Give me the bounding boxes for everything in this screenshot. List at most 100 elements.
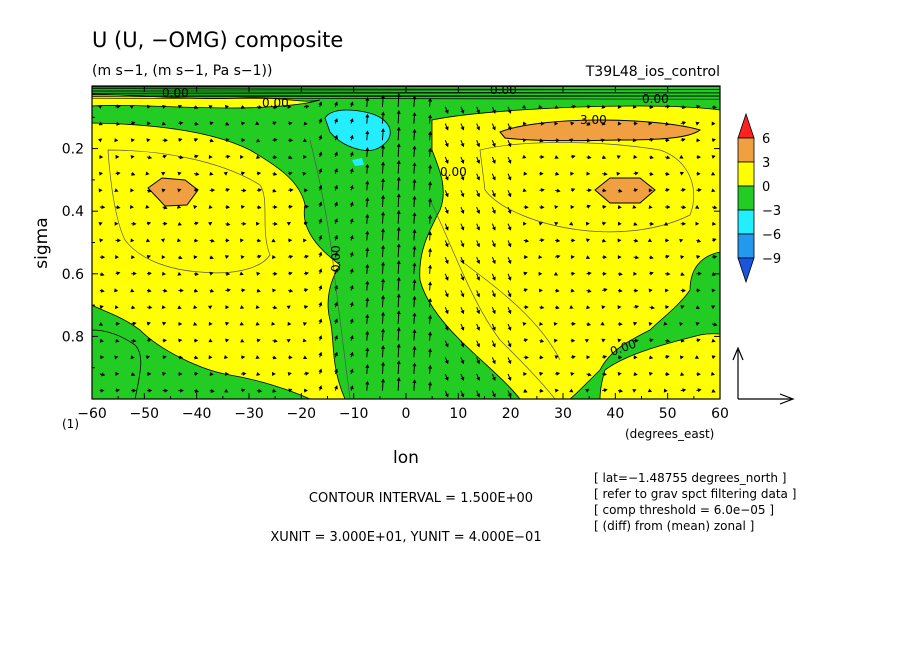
vector-arrowhead — [97, 104, 103, 109]
vector-arrowhead — [710, 371, 715, 376]
vector-arrowhead — [256, 338, 261, 343]
vector-arrowhead — [569, 138, 574, 143]
vector-arrowhead — [491, 109, 496, 114]
vector-arrowhead — [680, 305, 685, 309]
vector-arrowhead — [380, 144, 386, 149]
contour-label: 0.00 — [440, 165, 467, 179]
vector-arrowhead — [396, 360, 401, 365]
vector-arrowhead — [257, 254, 262, 259]
vector-arrowhead — [208, 105, 213, 109]
vector-arrowhead — [697, 388, 702, 393]
vector-arrowhead — [711, 154, 716, 159]
vector-arrowhead — [569, 305, 574, 309]
vector-arrowhead — [396, 159, 401, 164]
vector-arrowhead — [380, 178, 386, 183]
vector-arrowhead — [569, 388, 574, 393]
vector-arrowhead — [178, 138, 183, 143]
vector-arrowhead — [179, 155, 184, 160]
vector-arrowhead — [334, 335, 338, 340]
vector-arrowhead — [194, 221, 199, 226]
vector-arrowhead — [177, 171, 182, 176]
vector-arrowhead — [632, 389, 637, 393]
vector-arrowhead — [571, 355, 576, 360]
vector-arrowhead — [180, 388, 184, 393]
vector-arrowhead — [460, 359, 465, 365]
vector-arrowhead — [349, 218, 354, 223]
x-tick-label: 40 — [606, 406, 624, 422]
vector-arrowhead — [114, 221, 119, 226]
vector-arrowhead — [665, 354, 670, 359]
vector-arrowhead — [163, 288, 168, 293]
y-axis-label: sigma — [32, 217, 52, 268]
vector-arrowhead — [586, 121, 591, 126]
vector-arrowhead — [649, 137, 655, 142]
y-tick-label: 0.8 — [62, 329, 84, 345]
vector-arrowhead — [491, 159, 496, 164]
vector-arrowhead — [444, 126, 449, 131]
vector-arrowhead — [428, 97, 433, 102]
vector-arrowhead — [396, 126, 401, 131]
vector-arrowhead — [145, 355, 150, 360]
vector-arrowhead — [318, 385, 323, 390]
vector-arrowhead — [365, 113, 370, 118]
vector-arrowhead — [444, 109, 449, 114]
vector-arrowhead — [647, 388, 652, 393]
vector-arrowhead — [304, 305, 309, 310]
vector-arrowhead — [603, 255, 608, 260]
vector-arrowhead — [256, 154, 261, 159]
vector-arrowhead — [318, 134, 323, 139]
vector-arrowhead — [538, 104, 543, 109]
vector-arrowhead — [98, 322, 104, 326]
vector-arrowhead — [318, 234, 323, 240]
vector-arrowhead — [554, 105, 559, 109]
vector-arrowhead — [491, 126, 496, 131]
vector-arrowhead — [225, 305, 230, 310]
vector-arrowhead — [570, 371, 575, 376]
vector-arrowhead — [100, 272, 105, 277]
y-axis: 0.2 0.4 0.6 0.8 — [62, 116, 720, 369]
vector-arrowhead — [680, 372, 685, 376]
run-label: T39L48_ios_control — [585, 64, 720, 80]
vector-arrowhead — [556, 238, 561, 243]
vector-arrowhead — [476, 276, 480, 281]
vector-arrowhead — [603, 171, 608, 176]
vector-arrowhead — [665, 171, 670, 176]
vector-arrowhead — [633, 221, 638, 226]
vector-arrowhead — [680, 272, 685, 276]
vector-arrowhead — [428, 331, 433, 336]
vector-arrowhead — [633, 321, 638, 326]
filled-contours — [92, 86, 720, 399]
vector-arrowhead — [412, 362, 417, 367]
vector-arrowhead — [555, 288, 560, 293]
vector-arrowhead — [349, 351, 354, 356]
vector-arrowhead — [318, 101, 323, 106]
colorbar-segment — [737, 185, 755, 211]
vector-arrowhead — [617, 121, 622, 126]
vector-arrowhead — [679, 154, 684, 159]
vector-arrowhead — [257, 205, 262, 210]
vector-arrowhead — [460, 226, 465, 231]
vector-arrowhead — [148, 305, 153, 310]
vector-arrowhead — [241, 105, 246, 109]
vector-arrowhead — [460, 209, 465, 214]
vector-arrowhead — [318, 201, 323, 206]
vector-arrowhead — [412, 245, 417, 250]
vector-arrowhead — [380, 94, 386, 99]
vector-arrowhead — [163, 338, 168, 343]
vector-arrowhead — [696, 255, 701, 260]
vector-arrowhead — [682, 388, 687, 393]
vector-arrowhead — [273, 155, 278, 160]
vector-arrowhead — [507, 259, 512, 265]
vector-arrowhead — [116, 205, 121, 210]
contour-label: 0.00 — [642, 92, 669, 106]
vector-arrowhead — [396, 343, 401, 348]
vector-arrowhead — [556, 138, 560, 143]
vector-arrowhead — [491, 226, 496, 231]
vector-arrowhead — [696, 338, 701, 343]
vector-arrowhead — [148, 388, 153, 393]
vector-arrowhead — [617, 305, 622, 310]
vector-arrowhead — [682, 121, 687, 126]
chart-title: U (U, −OMG) composite — [92, 28, 343, 52]
vector-arrowhead — [256, 288, 261, 293]
vector-arrowhead — [208, 321, 213, 326]
